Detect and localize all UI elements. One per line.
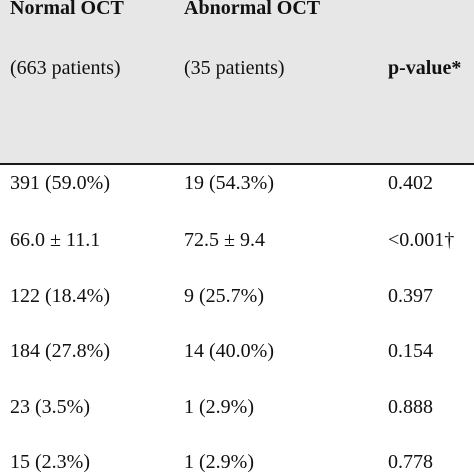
header-abnormal-oct-subtitle: (35 patients) bbox=[184, 57, 285, 79]
table-cell-normal-row-1: 391 (59.0%) bbox=[10, 172, 110, 194]
table-cell-normal-row-4: 184 (27.8%) bbox=[10, 340, 110, 362]
table-cell-normal-row-3: 122 (18.4%) bbox=[10, 285, 110, 307]
table-header-background bbox=[0, 0, 474, 163]
table-cell-normal-row-6: 15 (2.3%) bbox=[10, 451, 90, 473]
table-cell-normal-row-5: 23 (3.5%) bbox=[10, 396, 90, 418]
table-cell-normal-row-2: 66.0 ± 11.1 bbox=[10, 229, 101, 251]
table-cell-abnormal-row-6: 1 (2.9%) bbox=[184, 451, 254, 473]
table-cell-abnormal-row-5: 1 (2.9%) bbox=[184, 396, 254, 418]
table-cell-p-row-3: 0.397 bbox=[388, 285, 433, 307]
table-cell-abnormal-row-2: 72.5 ± 9.4 bbox=[184, 229, 265, 251]
table-cell-p-row-1: 0.402 bbox=[388, 172, 433, 194]
table-cell-p-row-5: 0.888 bbox=[388, 396, 433, 418]
header-abnormal-oct-title: Abnormal OCT bbox=[184, 0, 321, 19]
header-normal-oct-title: Normal OCT bbox=[10, 0, 124, 19]
header-p-value: p-value* bbox=[388, 57, 462, 79]
table-cell-abnormal-row-1: 19 (54.3%) bbox=[184, 172, 274, 194]
table-cell-p-row-6: 0.778 bbox=[388, 451, 433, 473]
table-cell-p-row-4: 0.154 bbox=[388, 340, 433, 362]
header-divider bbox=[0, 163, 474, 165]
table-cell-p-row-2: <0.001† bbox=[388, 229, 455, 251]
header-normal-oct-subtitle: (663 patients) bbox=[10, 57, 121, 79]
table-cell-abnormal-row-3: 9 (25.7%) bbox=[184, 285, 264, 307]
table-cell-abnormal-row-4: 14 (40.0%) bbox=[184, 340, 274, 362]
